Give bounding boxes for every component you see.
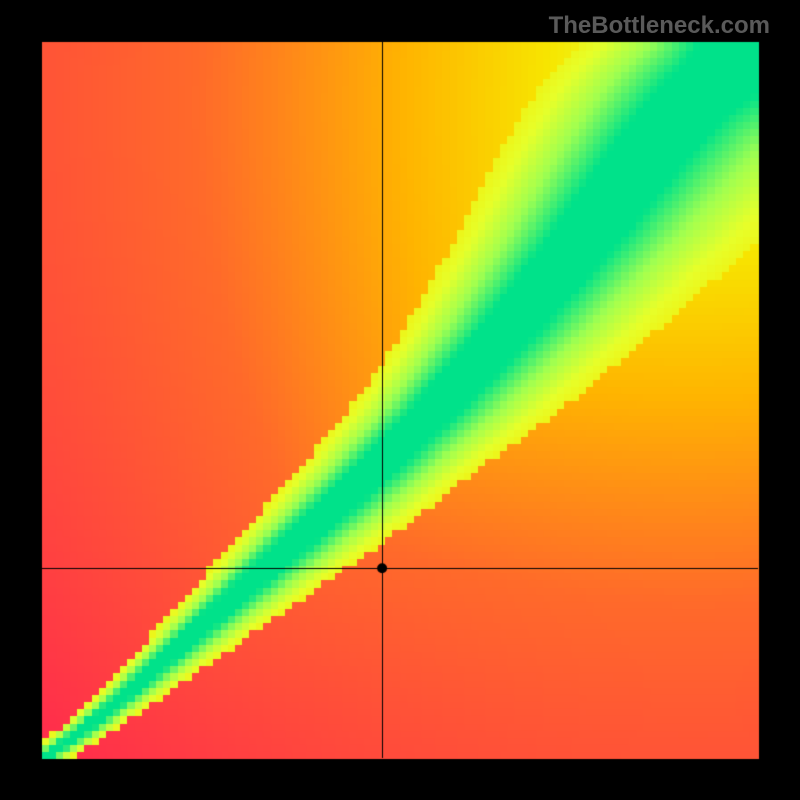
watermark-text: TheBottleneck.com [549,12,770,40]
chart-container: TheBottleneck.com [0,0,800,800]
bottleneck-heatmap [0,0,800,800]
